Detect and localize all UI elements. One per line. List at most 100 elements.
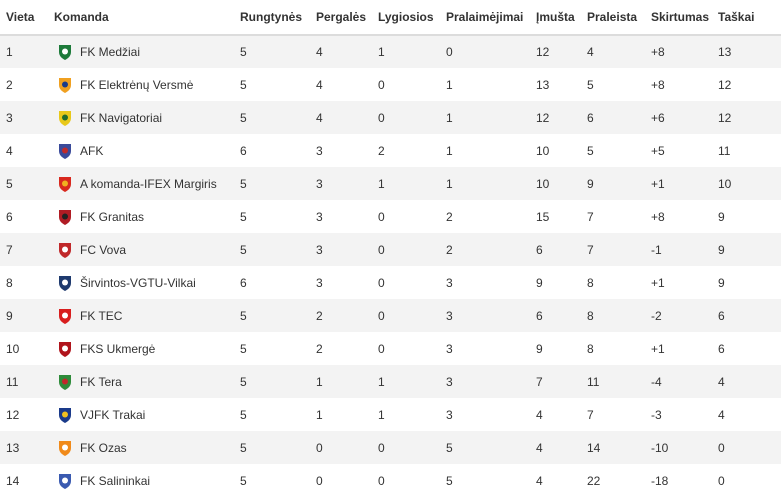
- cell-drawn: 0: [378, 308, 385, 323]
- ozas-logo-icon: [56, 439, 74, 457]
- medziai-logo-icon: [56, 43, 74, 61]
- cell-goals-for: 15: [536, 209, 550, 224]
- table-row: 3 FK Navigatoriai 5 4 0 1 12 6 +6 12: [0, 101, 781, 134]
- table-row: 7 FC Vova 5 3 0 2 6 7 -1 9: [0, 233, 781, 266]
- team-link[interactable]: FK Granitas: [54, 208, 234, 226]
- cell-lost: 3: [446, 275, 453, 290]
- header-drawn[interactable]: Lygiosios: [372, 0, 440, 36]
- cell-played: 5: [240, 308, 247, 323]
- header-lost[interactable]: Pralaimėjimai: [440, 0, 530, 36]
- cell-goal-difference: -3: [651, 407, 662, 422]
- cell-goal-difference: +8: [651, 45, 665, 59]
- cell-goal-difference: +5: [651, 143, 665, 158]
- team-link[interactable]: A komanda-IFEX Margiris: [54, 175, 234, 193]
- cell-team: FK Granitas: [48, 200, 234, 233]
- cell-goal-difference: +1: [651, 341, 665, 356]
- cell-position: 11: [6, 374, 19, 389]
- cell-won: 2: [316, 341, 323, 356]
- table-row: 8 Širvintos-VGTU-Vilkai 6 3 0 3 9 8 +1 9: [0, 266, 781, 299]
- cell-lost: 1: [446, 110, 453, 125]
- cell-position: 2: [6, 77, 13, 92]
- cell-goal-difference: +6: [651, 110, 665, 125]
- cell-points: 0: [718, 473, 725, 488]
- cell-goal-difference: +8: [651, 77, 665, 92]
- team-link[interactable]: FK Tera: [54, 373, 234, 391]
- cell-lost: 3: [446, 374, 453, 389]
- cell-position: 1: [6, 45, 13, 59]
- cell-points: 11: [718, 143, 731, 158]
- cell-position: 7: [6, 242, 13, 257]
- header-goals-for[interactable]: Įmušta: [530, 0, 581, 36]
- cell-goals-against: 8: [587, 275, 594, 290]
- ukmerge-logo-icon: [56, 340, 74, 358]
- table-row: 10 FKS Ukmergė 5 2 0 3 9 8 +1 6: [0, 332, 781, 365]
- team-link[interactable]: FC Vova: [54, 241, 234, 259]
- table-row: 2 FK Elektrėnų Versmė 5 4 0 1 13 5 +8 12: [0, 68, 781, 101]
- margiris-logo-icon: [56, 175, 74, 193]
- team-name: FKS Ukmergė: [80, 341, 156, 356]
- cell-drawn: 1: [378, 407, 385, 422]
- cell-goals-against: 11: [587, 374, 600, 389]
- table-row: 9 FK TEC 5 2 0 3 6 8 -2 6: [0, 299, 781, 332]
- cell-position: 12: [6, 407, 20, 422]
- cell-won: 1: [316, 407, 323, 422]
- cell-goals-for: 7: [536, 374, 543, 389]
- cell-goals-for: 9: [536, 275, 543, 290]
- cell-position: 14: [6, 473, 20, 488]
- cell-played: 5: [240, 473, 247, 488]
- team-name: VJFK Trakai: [80, 407, 146, 422]
- cell-drawn: 0: [378, 440, 385, 455]
- cell-position: 5: [6, 176, 13, 191]
- cell-played: 5: [240, 77, 247, 92]
- header-goal-difference[interactable]: Skirtumas: [645, 0, 712, 36]
- header-played[interactable]: Rungtynės: [234, 0, 310, 36]
- header-points[interactable]: Taškai: [712, 0, 781, 36]
- cell-goals-against: 9: [587, 176, 594, 191]
- cell-won: 1: [316, 374, 323, 389]
- cell-team: VJFK Trakai: [48, 398, 234, 431]
- team-link[interactable]: FK Medžiai: [54, 43, 234, 61]
- cell-lost: 5: [446, 440, 453, 455]
- team-link[interactable]: Širvintos-VGTU-Vilkai: [54, 274, 234, 292]
- table-row: 1 FK Medžiai 5 4 1 0 12 4 +8 13: [0, 35, 781, 68]
- salininkai-logo-icon: [56, 472, 74, 490]
- cell-lost: 2: [446, 209, 453, 224]
- header-won[interactable]: Pergalės: [310, 0, 372, 36]
- team-link[interactable]: FK Navigatoriai: [54, 109, 234, 127]
- cell-points: 6: [718, 308, 725, 323]
- header-position[interactable]: Vieta: [0, 0, 48, 36]
- team-link[interactable]: FK TEC: [54, 307, 234, 325]
- cell-played: 6: [240, 275, 247, 290]
- team-link[interactable]: VJFK Trakai: [54, 406, 234, 424]
- cell-goals-for: 4: [536, 473, 543, 488]
- cell-points: 4: [718, 374, 725, 389]
- cell-played: 5: [240, 341, 247, 356]
- cell-goal-difference: -2: [651, 308, 662, 323]
- team-link[interactable]: FK Salininkai: [54, 472, 234, 490]
- cell-team: Širvintos-VGTU-Vilkai: [48, 266, 234, 299]
- header-goals-against[interactable]: Praleista: [581, 0, 645, 36]
- cell-team: FK Navigatoriai: [48, 101, 234, 134]
- team-link[interactable]: FK Elektrėnų Versmė: [54, 76, 234, 94]
- cell-team: FK Ozas: [48, 431, 234, 464]
- vova-logo-icon: [56, 241, 74, 259]
- cell-goals-for: 12: [536, 110, 550, 125]
- header-team[interactable]: Komanda: [48, 0, 234, 36]
- cell-team: FKS Ukmergė: [48, 332, 234, 365]
- team-link[interactable]: FKS Ukmergė: [54, 340, 234, 358]
- cell-drawn: 0: [378, 209, 385, 224]
- team-link[interactable]: FK Ozas: [54, 439, 234, 457]
- cell-team: A komanda-IFEX Margiris: [48, 167, 234, 200]
- team-name: Širvintos-VGTU-Vilkai: [80, 275, 196, 290]
- team-name: FC Vova: [80, 242, 127, 257]
- cell-won: 4: [316, 45, 323, 59]
- cell-goals-for: 6: [536, 242, 543, 257]
- cell-goal-difference: +8: [651, 209, 665, 224]
- cell-drawn: 1: [378, 176, 385, 191]
- team-link[interactable]: AFK: [54, 142, 234, 160]
- team-name: FK Medžiai: [80, 45, 141, 59]
- cell-drawn: 0: [378, 275, 385, 290]
- cell-team: FC Vova: [48, 233, 234, 266]
